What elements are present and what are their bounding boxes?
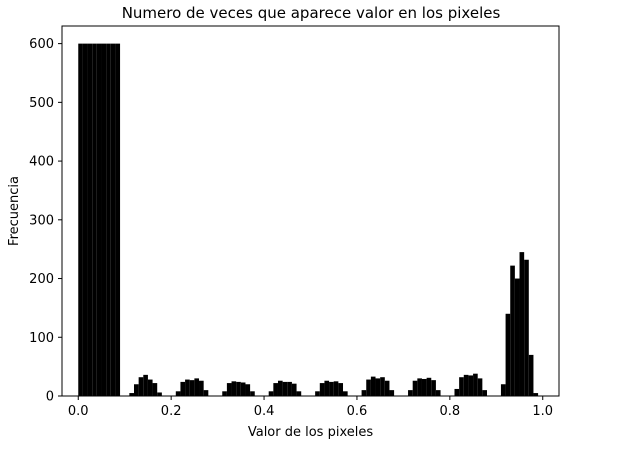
histogram-bar [231,381,237,396]
histogram-bar [106,43,111,397]
histogram-bar [226,383,232,396]
histogram-bar [524,259,529,396]
histogram-bar [78,43,83,397]
x-tick-label: 0.2 [161,404,182,419]
histogram-bar [426,377,432,396]
histogram-bar [92,43,97,397]
y-axis-title: Frecuencia [7,176,22,246]
histogram-bar [147,379,153,396]
histogram-bar [185,379,190,396]
plot-frame [61,25,560,397]
histogram-bar [268,391,274,396]
histogram-bar [435,390,441,396]
y-tick-label: 200 [29,272,54,287]
histogram-bar [333,381,339,396]
histogram-bar [519,252,525,396]
y-tick-label: 600 [29,37,54,52]
histogram-bar [343,391,348,396]
histogram-bar [291,383,297,396]
histogram-bar [370,376,376,396]
histogram-bar [240,382,246,396]
histogram-bar [134,384,139,396]
histogram-bar [454,388,460,396]
histogram-bar [468,375,474,396]
histogram-bar [236,381,241,396]
histogram-bar [510,265,515,396]
histogram-bar [199,380,204,396]
histogram-bar [157,392,162,396]
histogram-bar [389,390,395,396]
x-tick-label: 0.0 [68,404,89,419]
histogram-bar [361,390,367,396]
histogram-bar [366,379,371,396]
histogram-bar [408,390,413,396]
histogram-bar [110,43,116,397]
histogram-bar [152,383,158,396]
x-tick-label: 0.8 [440,404,461,419]
histogram-bar [421,378,427,396]
y-tick-label: 400 [29,155,54,170]
histogram-bar [412,380,418,396]
histogram-bar [533,393,539,396]
histogram-bar [505,313,511,396]
histogram-bar [87,43,93,397]
bars-group [78,43,539,397]
histogram-bar [338,383,344,396]
histogram-bar [528,354,534,396]
histogram-bar [296,391,302,396]
histogram-bar [500,384,506,396]
histogram-bar [459,377,464,396]
histogram-bar [222,391,227,396]
histogram-bar [329,381,334,396]
histogram-bar [129,393,134,396]
x-axis: 0.0 0.2 0.4 0.6 0.8 1.0 [68,396,553,419]
histogram-bar [143,374,148,396]
histogram-bar [245,384,251,396]
histogram-bar [82,43,88,397]
y-axis: 0 100 200 300 400 500 600 [29,37,62,405]
histogram-bar [277,380,283,396]
x-axis-title: Valor de los pixeles [248,425,374,440]
y-tick-label: 300 [29,213,54,228]
chart-title: Numero de veces que aparece valor en los… [122,4,501,22]
histogram-bar [175,391,181,396]
y-tick-label: 500 [29,96,54,111]
y-tick-label: 100 [29,331,54,346]
histogram-bar [189,380,195,396]
histogram-bar [482,390,487,396]
histogram-bar [194,378,200,396]
x-tick-label: 1.0 [532,404,553,419]
histogram-bar [380,377,385,396]
histogram-bar [319,383,325,396]
histogram-bar [273,383,278,396]
histogram-bar [115,43,121,397]
histogram-bar [315,391,320,396]
histogram-bar [324,380,330,396]
histogram-bar [101,43,107,397]
histogram-bar [138,377,144,396]
histogram-bar [250,391,255,396]
histogram-bar [96,43,102,397]
y-tick-label: 0 [46,390,54,405]
histogram-bar [287,381,292,396]
histogram-bar [473,373,478,396]
histogram-bar [203,390,209,396]
histogram-bar [417,378,422,396]
x-tick-label: 0.6 [347,404,368,419]
histogram-bar [514,278,520,396]
histogram-bar [180,381,186,396]
histogram-bar [384,380,390,396]
histogram-bar [375,378,381,396]
histogram-bar [463,374,469,396]
histogram-bar [477,378,483,396]
histogram-bar [282,381,288,396]
x-tick-label: 0.4 [254,404,275,419]
histogram-bar [431,380,436,396]
